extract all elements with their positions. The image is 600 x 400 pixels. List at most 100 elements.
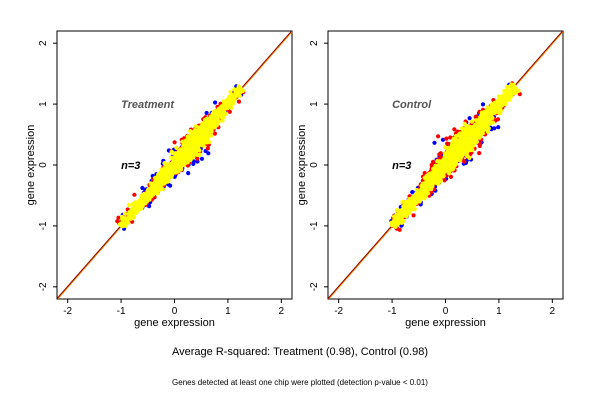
- x-tick-label: -2: [63, 306, 72, 317]
- data-point: [167, 173, 172, 178]
- data-point: [459, 134, 464, 139]
- data-point: [456, 153, 461, 158]
- y-tick-label: 2: [38, 40, 49, 46]
- data-point: [411, 198, 416, 203]
- data-point: [406, 204, 411, 209]
- data-point: [491, 106, 496, 111]
- x-tick-label: -1: [117, 306, 126, 317]
- data-point: [209, 120, 214, 125]
- data-point: [140, 185, 145, 191]
- y-tick-label: 0: [309, 162, 320, 168]
- data-point: [122, 211, 127, 216]
- data-point: [221, 108, 226, 113]
- data-point: [444, 160, 449, 165]
- data-point: [230, 97, 235, 102]
- x-tick-label: 1: [496, 306, 502, 317]
- data-point: [179, 161, 185, 166]
- data-point: [205, 135, 210, 140]
- data-point: [462, 142, 468, 147]
- data-point: [480, 102, 486, 107]
- x-axis-label: gene expression: [134, 317, 215, 329]
- data-point: [422, 170, 427, 176]
- data-point: [203, 131, 208, 137]
- data-point: [168, 165, 173, 170]
- group-label: Treatment: [121, 99, 175, 111]
- x-tick-label: 2: [550, 306, 556, 317]
- x-tick-label: 0: [443, 306, 449, 317]
- data-point: [195, 153, 200, 158]
- data-point: [508, 94, 513, 99]
- data-point: [133, 206, 138, 211]
- data-point: [197, 136, 202, 141]
- x-axis-label: gene expression: [405, 317, 486, 329]
- data-point: [146, 188, 151, 193]
- data-point: [498, 111, 503, 116]
- data-point: [204, 110, 209, 116]
- data-point: [187, 134, 192, 139]
- data-point: [178, 167, 183, 172]
- data-point: [439, 160, 444, 165]
- data-point: [441, 174, 446, 179]
- data-point: [467, 134, 472, 139]
- data-point: [180, 152, 185, 157]
- r-squared-caption: Average R-squared: Treatment (0.98), Con…: [172, 346, 428, 358]
- data-point: [201, 138, 206, 143]
- data-point: [483, 116, 488, 121]
- detection-footnote: Genes detected at least one chip were pl…: [172, 378, 428, 387]
- data-point: [191, 145, 196, 150]
- y-tick-label: 1: [309, 101, 320, 107]
- data-point: [173, 153, 178, 158]
- data-point: [430, 183, 435, 189]
- data-point: [451, 159, 456, 164]
- data-point: [496, 125, 501, 130]
- data-point: [399, 210, 404, 215]
- data-point: [122, 216, 127, 221]
- data-point: [126, 215, 132, 220]
- data-point: [436, 175, 441, 180]
- data-point: [392, 223, 397, 228]
- scatter-points: [115, 84, 246, 231]
- data-point: [210, 111, 215, 116]
- data-point: [205, 146, 210, 151]
- data-point: [156, 188, 161, 193]
- data-point: [195, 156, 200, 161]
- data-point: [477, 151, 482, 156]
- data-point: [120, 221, 125, 226]
- data-point: [115, 219, 120, 224]
- data-point: [240, 88, 245, 93]
- x-tick-label: -1: [388, 306, 397, 317]
- data-point: [174, 145, 179, 150]
- data-point: [427, 171, 432, 176]
- data-point: [160, 173, 165, 178]
- data-point: [188, 129, 193, 134]
- data-point: [220, 118, 225, 123]
- data-point: [394, 208, 399, 213]
- data-point: [123, 223, 128, 228]
- data-point: [454, 133, 459, 139]
- data-point: [214, 111, 219, 116]
- data-point: [225, 103, 231, 108]
- data-point: [219, 104, 224, 109]
- data-point: [192, 128, 198, 133]
- data-point: [193, 149, 198, 154]
- y-tick-label: -1: [38, 221, 49, 230]
- data-point: [448, 174, 454, 179]
- data-point: [185, 158, 190, 163]
- data-point: [404, 209, 409, 215]
- data-point: [469, 119, 475, 124]
- data-point: [481, 122, 486, 127]
- data-point: [197, 127, 202, 132]
- data-point: [495, 107, 500, 112]
- data-point: [477, 143, 482, 149]
- data-point: [429, 162, 434, 168]
- data-point: [159, 179, 164, 184]
- data-point: [218, 111, 223, 116]
- data-point: [149, 186, 154, 191]
- data-point: [129, 210, 134, 215]
- data-point: [452, 127, 457, 132]
- data-point: [158, 184, 163, 190]
- data-point: [436, 168, 441, 173]
- data-point: [234, 90, 239, 95]
- data-point: [491, 111, 496, 116]
